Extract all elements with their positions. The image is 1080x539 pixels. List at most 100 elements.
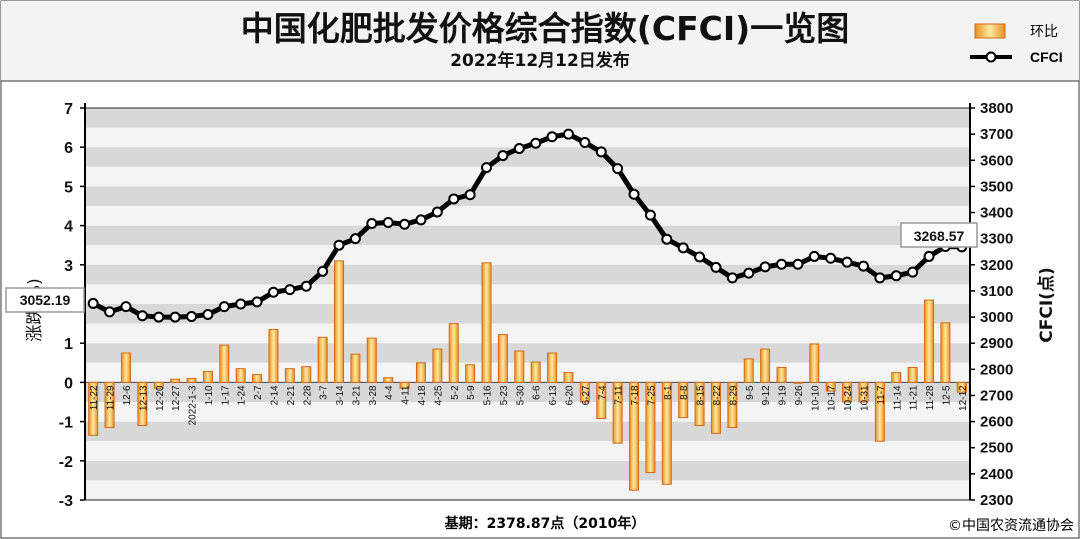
x-tick-label: 9-12 bbox=[761, 385, 772, 405]
cfci-point bbox=[530, 137, 542, 149]
bar bbox=[481, 262, 492, 383]
x-tick-label: 5-9 bbox=[466, 385, 477, 400]
bar bbox=[530, 361, 541, 383]
y-tick-label-right: 3000 bbox=[980, 309, 1013, 326]
cfci-point bbox=[579, 136, 591, 148]
bar bbox=[301, 366, 312, 383]
y-tick-label-left: 0 bbox=[64, 375, 73, 392]
annotation-start-box bbox=[5, 287, 85, 313]
annotation-start-value: 3052.19 bbox=[20, 292, 71, 308]
x-tick-label: 2-28 bbox=[302, 385, 313, 405]
bar bbox=[924, 299, 935, 383]
x-tick-label: 6-27 bbox=[581, 385, 592, 405]
y-tick-label-right: 2400 bbox=[980, 466, 1013, 483]
x-tick-label: 4-4 bbox=[384, 385, 395, 400]
cfci-point bbox=[153, 311, 165, 323]
x-tick-label: 7-18 bbox=[630, 385, 641, 405]
x-tick-label: 5-30 bbox=[515, 385, 526, 405]
x-tick-label: 4-18 bbox=[417, 385, 428, 405]
grid-band bbox=[85, 206, 970, 226]
cfci-point bbox=[546, 131, 558, 143]
cfci-point bbox=[841, 256, 853, 268]
cfci-point bbox=[644, 209, 656, 221]
cfci-point bbox=[333, 239, 345, 251]
y-tick-label-left: 5 bbox=[64, 179, 73, 196]
cfci-point bbox=[628, 188, 640, 200]
bar bbox=[284, 368, 295, 383]
bar bbox=[645, 381, 656, 474]
bar bbox=[383, 377, 394, 383]
cfci-point bbox=[513, 143, 525, 155]
bar bbox=[448, 323, 459, 383]
cfci-point bbox=[415, 214, 427, 226]
x-tick-label: 12-13 bbox=[138, 385, 149, 411]
grid-band bbox=[85, 186, 970, 206]
bar bbox=[874, 381, 885, 442]
bar bbox=[235, 368, 246, 383]
x-tick-label: 8-8 bbox=[679, 385, 690, 400]
x-tick-label: 2022-1-3 bbox=[188, 385, 199, 425]
y-tick-label-right: 2300 bbox=[980, 492, 1013, 509]
cfci-point bbox=[497, 150, 509, 162]
bar bbox=[120, 352, 131, 383]
legend-bar-label: 环比 bbox=[1030, 24, 1058, 40]
x-tick-label: 3-14 bbox=[335, 385, 346, 405]
grid-band bbox=[85, 225, 970, 246]
x-axis-categories: 11-22 11-29 12-6 12-13 12-20 12-27 2022-1-3 1-1… bbox=[89, 385, 969, 425]
bar bbox=[858, 381, 869, 403]
bar bbox=[350, 353, 361, 383]
legend-marker bbox=[985, 51, 997, 63]
y-axis-right: 2300 2400 2500 2600 2700 2800 2900 3000 3100 3200… bbox=[970, 100, 1013, 509]
chart-subtitle: 2022年12月12日发布 bbox=[450, 50, 630, 71]
bar bbox=[579, 381, 590, 403]
cfci-point bbox=[202, 308, 214, 320]
cfci-point bbox=[808, 250, 820, 262]
bar bbox=[170, 378, 181, 383]
bar bbox=[727, 381, 738, 428]
cfci-point bbox=[743, 267, 755, 279]
cfci-point bbox=[431, 206, 443, 218]
bar bbox=[792, 381, 803, 384]
x-tick-label: 9-5 bbox=[745, 385, 756, 400]
x-tick-label: 8-22 bbox=[712, 385, 723, 405]
cfci-point bbox=[366, 218, 378, 230]
bar bbox=[186, 377, 197, 383]
cfci-point bbox=[874, 272, 886, 284]
bar bbox=[219, 344, 230, 383]
grid-band bbox=[85, 382, 970, 402]
cfci-point bbox=[562, 128, 574, 140]
y-tick-label-left: 6 bbox=[64, 140, 73, 157]
cfci-point bbox=[251, 296, 263, 308]
y-tick-label-right: 2500 bbox=[980, 440, 1013, 457]
x-tick-label: 11-29 bbox=[106, 385, 117, 410]
x-tick-label: 6-6 bbox=[532, 385, 543, 400]
annotation-start: 3052.19 bbox=[5, 287, 85, 313]
cfci-point bbox=[907, 266, 919, 278]
bar bbox=[415, 362, 426, 383]
cfci-point bbox=[595, 146, 607, 158]
bar bbox=[809, 343, 820, 383]
bar bbox=[432, 348, 443, 383]
cfci-point bbox=[284, 284, 296, 296]
x-tick-label: 5-2 bbox=[450, 385, 461, 400]
cfci-point bbox=[792, 258, 804, 270]
x-tick-label: 3-7 bbox=[319, 385, 330, 400]
bar bbox=[497, 334, 508, 383]
x-tick-label: 12-20 bbox=[155, 385, 166, 411]
x-tick-label: 12-12 bbox=[958, 385, 969, 411]
cfci-point bbox=[481, 162, 493, 174]
annotation-end-value: 3268.57 bbox=[914, 228, 965, 244]
cfci-point bbox=[267, 286, 279, 298]
plot-area bbox=[84, 103, 971, 501]
y-tick-label-left: 1 bbox=[64, 336, 73, 353]
bar bbox=[596, 381, 607, 419]
grid-band bbox=[85, 402, 970, 422]
y-tick-label-left: 7 bbox=[64, 101, 73, 118]
x-tick-label: 4-25 bbox=[433, 385, 444, 405]
grid-band bbox=[85, 323, 970, 344]
base-period-note: 基期：2378.87点（2010年） bbox=[445, 515, 646, 532]
cfci-point bbox=[169, 311, 181, 323]
bar bbox=[891, 372, 902, 383]
x-tick-label: 1-24 bbox=[237, 385, 248, 405]
cfci-point bbox=[612, 163, 624, 175]
